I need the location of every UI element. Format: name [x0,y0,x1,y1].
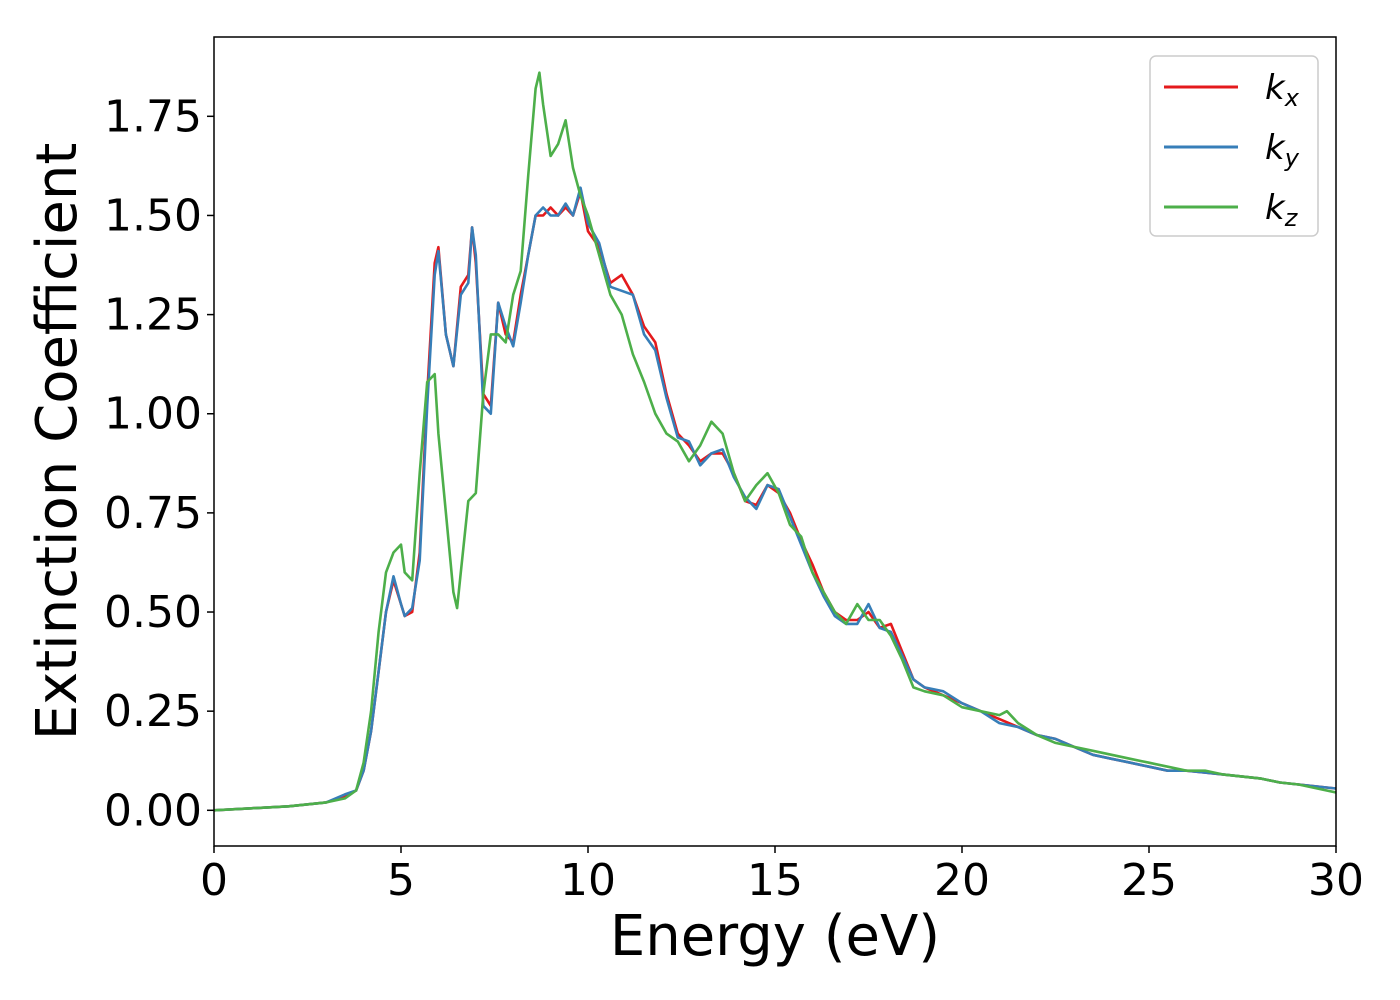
legend-label-ky: ky [1265,128,1300,172]
legend-label-subscript: y [1284,144,1300,172]
series-line-kx [214,190,1336,812]
y-tick-label: 1.25 [104,290,202,341]
y-axis-title: Extinction Coefficient [25,143,90,741]
y-tick-label: 1.50 [104,190,202,241]
series-lines [214,71,1336,812]
legend-label-subscript: z [1284,204,1299,232]
x-tick-label: 5 [387,855,415,906]
series-line-kz [214,71,1336,812]
legend-label-kx: kx [1265,68,1300,112]
y-tick-label: 0.75 [104,488,202,539]
x-tick-label: 25 [1121,855,1177,906]
x-axis-ticks: 0 5 10 15 20 25 30 [200,846,1364,906]
x-tick-label: 10 [560,855,616,906]
legend-label-subscript: x [1284,84,1300,112]
y-axis-ticks: 0.00 0.25 0.50 0.75 1.00 1.25 1.50 1.75 [104,91,214,836]
legend-label-kz: kz [1265,188,1299,232]
x-tick-label: 30 [1308,855,1364,906]
y-tick-label: 1.00 [104,389,202,440]
x-tick-label: 15 [747,855,803,906]
legend-label-base: k [1265,128,1286,168]
y-tick-label: 1.75 [104,91,202,142]
series-line-ky [214,186,1336,812]
x-tick-label: 20 [934,855,990,906]
y-tick-label: 0.50 [104,587,202,638]
y-tick-label: 0.25 [104,686,202,737]
y-tick-label: 0.00 [104,785,202,836]
x-axis-title: Energy (eV) [610,904,940,969]
legend-label-base: k [1265,68,1286,108]
x-tick-label: 0 [200,855,228,906]
legend-label-base: k [1265,188,1286,228]
